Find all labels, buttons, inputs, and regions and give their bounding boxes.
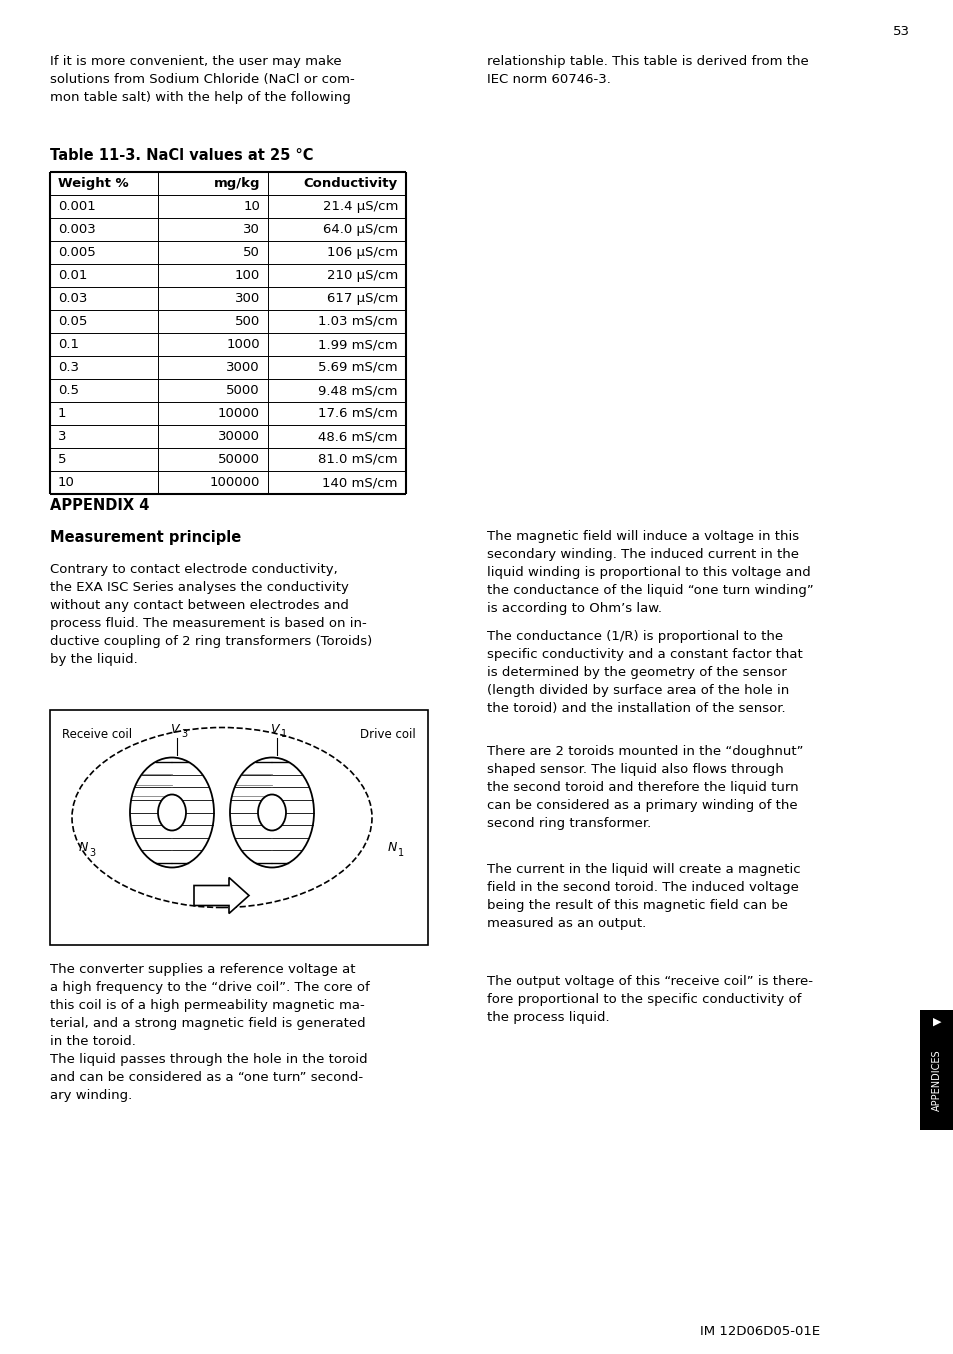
Text: The magnetic field will induce a voltage in this
secondary winding. The induced : The magnetic field will induce a voltage… <box>486 529 813 615</box>
Text: 30: 30 <box>243 223 260 236</box>
Text: V: V <box>170 723 178 737</box>
Text: 9.48 mS/cm: 9.48 mS/cm <box>318 385 397 397</box>
Text: 5: 5 <box>58 454 67 466</box>
Text: 106 μS/cm: 106 μS/cm <box>327 246 397 259</box>
Text: Measurement principle: Measurement principle <box>50 529 241 546</box>
Text: 5000: 5000 <box>226 385 260 397</box>
Text: 100000: 100000 <box>210 477 260 489</box>
Text: 1000: 1000 <box>226 338 260 351</box>
Text: ▶: ▶ <box>932 1017 941 1026</box>
Text: 500: 500 <box>234 315 260 328</box>
Text: 0.1: 0.1 <box>58 338 79 351</box>
Text: 210 μS/cm: 210 μS/cm <box>327 269 397 282</box>
Text: 0.3: 0.3 <box>58 362 79 374</box>
Text: 140 mS/cm: 140 mS/cm <box>322 477 397 489</box>
Text: 3: 3 <box>58 431 67 443</box>
Text: 5.69 mS/cm: 5.69 mS/cm <box>318 362 397 374</box>
Text: 3: 3 <box>181 728 187 739</box>
Text: 50: 50 <box>243 246 260 259</box>
Text: relationship table. This table is derived from the
IEC norm 60746-3.: relationship table. This table is derive… <box>486 56 808 85</box>
Text: 0.005: 0.005 <box>58 246 95 259</box>
Text: N: N <box>388 841 397 854</box>
Text: There are 2 toroids mounted in the “doughnut”
shaped sensor. The liquid also flo: There are 2 toroids mounted in the “doug… <box>486 745 802 830</box>
Text: 1: 1 <box>58 408 67 420</box>
Text: 0.5: 0.5 <box>58 385 79 397</box>
Text: Table 11-3. NaCl values at 25 °C: Table 11-3. NaCl values at 25 °C <box>50 148 314 162</box>
Text: 0.003: 0.003 <box>58 223 95 236</box>
Text: IM 12D06D05-01E: IM 12D06D05-01E <box>700 1326 820 1338</box>
Text: 10000: 10000 <box>218 408 260 420</box>
Text: 3000: 3000 <box>226 362 260 374</box>
Text: N: N <box>78 841 88 854</box>
Text: 0.05: 0.05 <box>58 315 88 328</box>
Text: 617 μS/cm: 617 μS/cm <box>327 292 397 305</box>
Text: The current in the liquid will create a magnetic
field in the second toroid. The: The current in the liquid will create a … <box>486 862 800 930</box>
Text: If it is more convenient, the user may make
solutions from Sodium Chloride (NaCl: If it is more convenient, the user may m… <box>50 56 355 104</box>
Text: 30000: 30000 <box>218 431 260 443</box>
Text: The output voltage of this “receive coil” is there-
fore proportional to the spe: The output voltage of this “receive coil… <box>486 975 812 1024</box>
Text: 0.001: 0.001 <box>58 200 95 213</box>
Text: APPENDIX 4: APPENDIX 4 <box>50 498 150 513</box>
Text: 10: 10 <box>58 477 74 489</box>
Text: 21.4 μS/cm: 21.4 μS/cm <box>322 200 397 213</box>
Text: 64.0 μS/cm: 64.0 μS/cm <box>322 223 397 236</box>
Text: mg/kg: mg/kg <box>213 177 260 190</box>
Ellipse shape <box>257 795 286 830</box>
Text: 3: 3 <box>89 848 95 857</box>
Text: The converter supplies a reference voltage at
a high frequency to the “drive coi: The converter supplies a reference volta… <box>50 963 370 1102</box>
Text: 10: 10 <box>243 200 260 213</box>
Text: Drive coil: Drive coil <box>360 728 416 741</box>
Text: 17.6 mS/cm: 17.6 mS/cm <box>318 408 397 420</box>
Text: 1: 1 <box>281 728 287 739</box>
Text: 1.03 mS/cm: 1.03 mS/cm <box>318 315 397 328</box>
Ellipse shape <box>230 757 314 868</box>
Text: Receive coil: Receive coil <box>62 728 132 741</box>
Bar <box>919 1010 953 1131</box>
Text: 53: 53 <box>892 24 909 38</box>
Text: 100: 100 <box>234 269 260 282</box>
Text: Conductivity: Conductivity <box>304 177 397 190</box>
Text: 1: 1 <box>397 848 404 857</box>
Text: 81.0 mS/cm: 81.0 mS/cm <box>318 454 397 466</box>
Polygon shape <box>193 877 249 914</box>
Text: 48.6 mS/cm: 48.6 mS/cm <box>318 431 397 443</box>
Text: The conductance (1/R) is proportional to the
specific conductivity and a constan: The conductance (1/R) is proportional to… <box>486 630 801 715</box>
Text: 1.99 mS/cm: 1.99 mS/cm <box>318 338 397 351</box>
Text: APPENDICES: APPENDICES <box>931 1049 941 1110</box>
Text: 300: 300 <box>234 292 260 305</box>
Text: 0.03: 0.03 <box>58 292 88 305</box>
Ellipse shape <box>130 757 213 868</box>
Text: V: V <box>270 723 278 737</box>
Bar <box>50 709 428 945</box>
Text: Weight %: Weight % <box>58 177 129 190</box>
Text: Contrary to contact electrode conductivity,
the EXA ISC Series analyses the cond: Contrary to contact electrode conductivi… <box>50 563 372 666</box>
Ellipse shape <box>158 795 186 830</box>
Text: 50000: 50000 <box>218 454 260 466</box>
Text: 0.01: 0.01 <box>58 269 88 282</box>
